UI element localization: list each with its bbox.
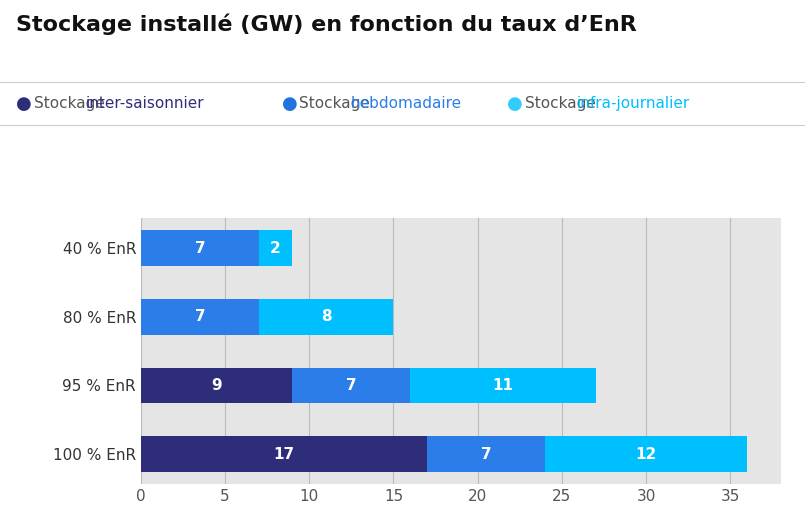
Text: Stockage: Stockage xyxy=(34,96,109,111)
Text: Stockage: Stockage xyxy=(299,96,375,111)
Text: 7: 7 xyxy=(346,378,357,393)
Bar xyxy=(141,368,292,403)
Text: 2: 2 xyxy=(270,240,281,255)
Text: 11: 11 xyxy=(493,378,514,393)
Text: hebdomadaire: hebdomadaire xyxy=(351,96,462,111)
Text: 12: 12 xyxy=(635,447,657,462)
Bar xyxy=(141,299,258,335)
Text: 8: 8 xyxy=(321,309,332,325)
Text: inter-saisonnier: inter-saisonnier xyxy=(85,96,204,111)
Bar xyxy=(258,299,394,335)
Text: 7: 7 xyxy=(195,309,205,325)
Bar xyxy=(141,230,258,266)
Text: Stockage: Stockage xyxy=(525,96,601,111)
Text: ●: ● xyxy=(16,95,32,113)
Text: 7: 7 xyxy=(195,240,205,255)
Bar xyxy=(427,436,545,472)
Bar xyxy=(545,436,747,472)
Text: Stockage installé (GW) en fonction du taux d’EnR: Stockage installé (GW) en fonction du ta… xyxy=(16,13,637,35)
Text: 9: 9 xyxy=(212,378,222,393)
Bar xyxy=(258,230,292,266)
Text: ●: ● xyxy=(282,95,298,113)
Text: 17: 17 xyxy=(274,447,295,462)
Text: infra-journalier: infra-journalier xyxy=(576,96,690,111)
Text: 7: 7 xyxy=(481,447,491,462)
Bar xyxy=(292,368,411,403)
Bar xyxy=(411,368,596,403)
Text: ●: ● xyxy=(507,95,523,113)
Bar xyxy=(141,436,427,472)
